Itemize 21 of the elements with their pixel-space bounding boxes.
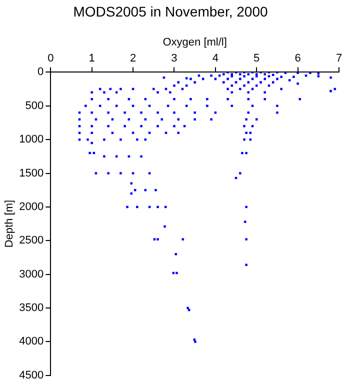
y-tick-label: 2500	[19, 234, 44, 247]
x-tick-label: 3	[171, 52, 178, 65]
y-tick-label: 3500	[19, 302, 44, 314]
chart-title: MODS2005 in November, 2000	[73, 3, 268, 20]
y-tick-label: 3000	[19, 268, 44, 280]
y-tick-label: 0	[38, 66, 44, 78]
x-tick-label: 2	[130, 52, 136, 65]
x-tick-label: 4	[212, 52, 218, 65]
x-axis-title: Oxygen [ml/l]	[162, 36, 227, 48]
y-tick-label: 4500	[19, 369, 44, 382]
y-tick-label: 2000	[19, 200, 44, 213]
y-tick-label: 500	[25, 100, 44, 112]
y-tick-label: 4000	[19, 336, 44, 348]
y-tick-label: 1500	[19, 167, 44, 180]
x-tick-label: 1	[88, 52, 95, 65]
x-tick-label: 7	[336, 52, 342, 65]
x-tick-label: 6	[294, 52, 301, 65]
x-tick-label: 0	[48, 52, 54, 65]
y-axis-title: Depth [m]	[4, 200, 16, 248]
y-tick-label: 1000	[19, 134, 44, 146]
x-tick-label: 5	[254, 52, 260, 65]
